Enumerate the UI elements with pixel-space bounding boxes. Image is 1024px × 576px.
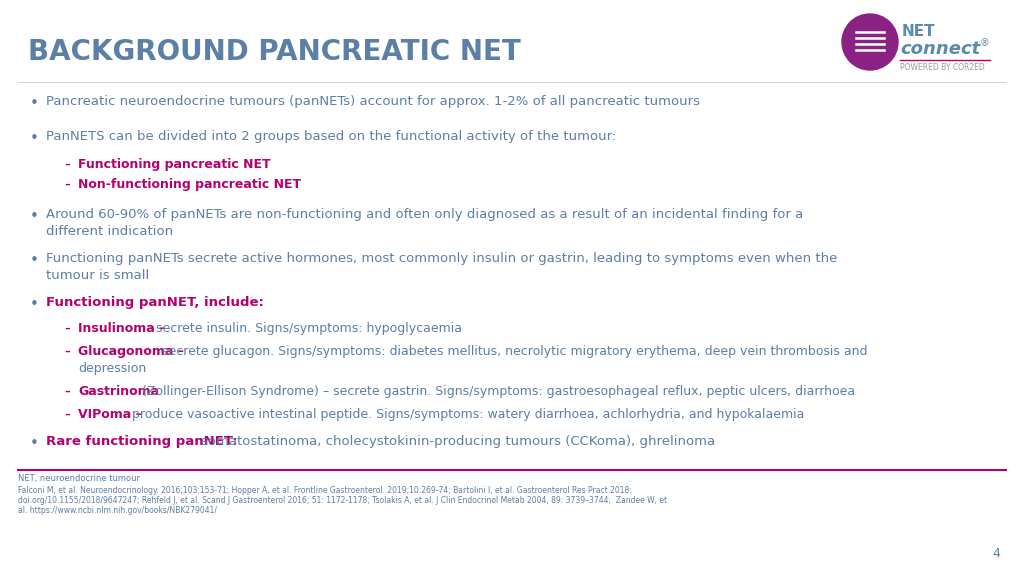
Text: •: • <box>30 209 39 224</box>
Text: PanNETS can be divided into 2 groups based on the functional activity of the tum: PanNETS can be divided into 2 groups bas… <box>46 130 616 143</box>
Text: –: – <box>63 160 70 170</box>
Text: Glucagonoma –: Glucagonoma – <box>78 345 188 358</box>
Text: doi.org/10.1155/2018/9647247; Rehfeld J, et al. Scand J Gastroenterol 2016; 51: : doi.org/10.1155/2018/9647247; Rehfeld J,… <box>18 496 667 505</box>
Circle shape <box>842 14 898 70</box>
Text: al. https://www.ncbi.nlm.nih.gov/books/NBK279041/: al. https://www.ncbi.nlm.nih.gov/books/N… <box>18 506 217 515</box>
Text: Gastrinoma: Gastrinoma <box>78 385 159 398</box>
Text: –: – <box>63 347 70 357</box>
Text: secrete insulin. Signs/symptoms: hypoglycaemia: secrete insulin. Signs/symptoms: hypogly… <box>156 322 462 335</box>
Text: –: – <box>63 180 70 190</box>
Text: 4: 4 <box>992 547 1000 560</box>
Text: •: • <box>30 253 39 268</box>
Text: •: • <box>30 297 39 312</box>
Text: Functioning pancreatic NET: Functioning pancreatic NET <box>78 158 270 171</box>
Text: Functioning panNETs secrete active hormones, most commonly insulin or gastrin, l: Functioning panNETs secrete active hormo… <box>46 252 838 265</box>
Text: NET, neuroendocrine tumour: NET, neuroendocrine tumour <box>18 474 140 483</box>
Text: •: • <box>30 131 39 146</box>
Text: VIPoma –: VIPoma – <box>78 408 146 421</box>
Text: Non-functioning pancreatic NET: Non-functioning pancreatic NET <box>78 178 301 191</box>
Text: –: – <box>63 324 70 334</box>
Text: Pancreatic neuroendocrine tumours (panNETs) account for approx. 1-2% of all panc: Pancreatic neuroendocrine tumours (panNE… <box>46 95 700 108</box>
Text: somatostatinoma, cholecystokinin-producing tumours (CCKoma), ghrelinoma: somatostatinoma, cholecystokinin-produci… <box>201 435 715 448</box>
Text: different indication: different indication <box>46 225 173 238</box>
Text: •: • <box>30 96 39 111</box>
Text: –: – <box>63 410 70 420</box>
Text: NET: NET <box>902 24 936 39</box>
Text: depression: depression <box>78 362 146 375</box>
Text: produce vasoactive intestinal peptide. Signs/symptoms: watery diarrhoea, achlorh: produce vasoactive intestinal peptide. S… <box>132 408 805 421</box>
Text: ®: ® <box>980 38 990 48</box>
Text: Around 60-90% of panNETs are non-functioning and often only diagnosed as a resul: Around 60-90% of panNETs are non-functio… <box>46 208 803 221</box>
Text: –: – <box>63 387 70 397</box>
Text: POWERED BY COR2ED: POWERED BY COR2ED <box>900 63 985 72</box>
Text: connect: connect <box>900 40 980 58</box>
Text: Insulinoma –: Insulinoma – <box>78 322 170 335</box>
Text: Falconi M, et al. Neuroendocrinology. 2016;103:153-71; Hopper A, et al. Frontlin: Falconi M, et al. Neuroendocrinology. 20… <box>18 486 632 495</box>
Text: tumour is small: tumour is small <box>46 269 150 282</box>
Text: Rare functioning panNET:: Rare functioning panNET: <box>46 435 243 448</box>
Text: Functioning panNET, include:: Functioning panNET, include: <box>46 296 264 309</box>
Text: BACKGROUND PANCREATIC NET: BACKGROUND PANCREATIC NET <box>28 38 521 66</box>
Text: •: • <box>30 436 39 451</box>
Text: (Zollinger-Ellison Syndrome) – secrete gastrin. Signs/symptoms: gastroesophageal: (Zollinger-Ellison Syndrome) – secrete g… <box>138 385 855 398</box>
Text: secrete glucagon. Signs/symptoms: diabetes mellitus, necrolytic migratory erythe: secrete glucagon. Signs/symptoms: diabet… <box>162 345 867 358</box>
